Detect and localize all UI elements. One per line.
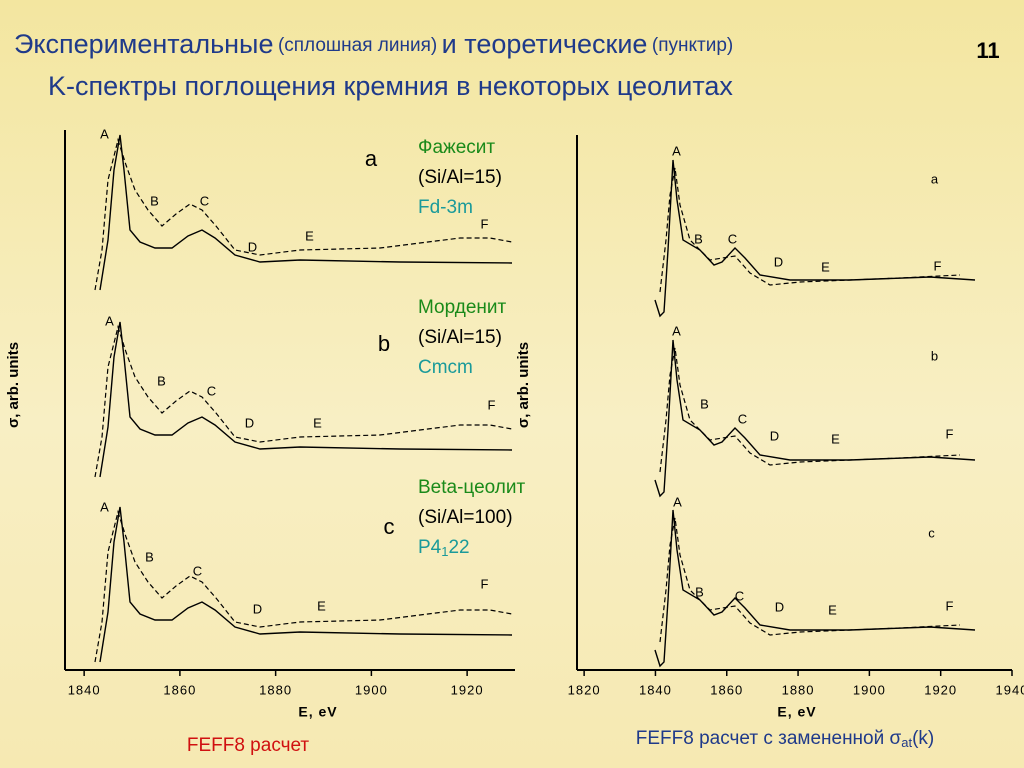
- peak-label: B: [694, 231, 704, 246]
- panel-letter: a: [365, 146, 379, 171]
- sample-group: Fd-3m: [418, 197, 473, 218]
- peak-label: B: [700, 396, 710, 411]
- x-tick-label: 1820: [568, 682, 601, 697]
- peak-label: E: [305, 228, 315, 243]
- y-axis-label: σ, arb. units: [5, 342, 22, 428]
- group-part: 1: [441, 544, 448, 559]
- y-axis-label: σ, arb. units: [515, 342, 532, 428]
- x-tick-label: 1860: [163, 682, 196, 697]
- peak-label: D: [245, 415, 255, 430]
- page-number: 11: [976, 38, 999, 63]
- peak-label: D: [248, 239, 258, 254]
- sample-name: Морденит: [418, 297, 506, 318]
- group-part: P4: [418, 537, 442, 558]
- x-tick-label: 1880: [782, 682, 815, 697]
- theory-curve: [94, 324, 513, 478]
- sample-name: Beta-цеолит: [418, 477, 525, 498]
- peak-label: A: [673, 494, 683, 509]
- experiment-curve: [654, 159, 976, 318]
- peak-label: A: [100, 499, 110, 514]
- peak-label: E: [831, 431, 841, 446]
- peak-label: F: [481, 576, 490, 591]
- peak-label: C: [728, 231, 738, 246]
- right-caption: FEFF8 расчет с замененной σat(k): [636, 728, 935, 750]
- peak-label: F: [481, 216, 490, 231]
- panel-letter: b: [378, 331, 392, 356]
- sample-name: Фажесит: [418, 137, 495, 158]
- title-line1: Экспериментальные (сплошная линия) и тео…: [14, 29, 733, 59]
- peak-label: C: [200, 193, 210, 208]
- sample-labels: Фажесит (Si/Al=15) Fd-3m Морденит (Si/Al=15)…: [418, 137, 525, 559]
- peak-label: C: [207, 383, 217, 398]
- panel-letter: b: [931, 348, 939, 363]
- peak-label: D: [770, 428, 780, 443]
- sample-group: P4122: [418, 537, 470, 559]
- theory-curve: [94, 509, 513, 663]
- sample-ratio: (Si/Al=100): [418, 507, 513, 528]
- experiment-curve: [99, 506, 513, 663]
- group-part: Fd-3m: [418, 197, 473, 218]
- peak-label: F: [946, 426, 955, 441]
- panel-letter: c: [928, 525, 936, 540]
- peak-label: A: [672, 323, 682, 338]
- experiment-curve: [99, 321, 513, 478]
- peak-label: B: [695, 584, 705, 599]
- left-caption: FEFF8 расчет: [187, 735, 310, 756]
- peak-label: B: [157, 373, 167, 388]
- theory-curve: [94, 137, 513, 291]
- x-tick-label: 1940: [996, 682, 1024, 697]
- peak-label: B: [145, 549, 155, 564]
- experiment-curve: [654, 509, 976, 668]
- peak-label: A: [100, 126, 110, 141]
- x-tick-label: 1900: [355, 682, 388, 697]
- x-tick-label: 1840: [68, 682, 101, 697]
- peak-label: E: [313, 415, 323, 430]
- theory-curve: [659, 517, 961, 643]
- panel-letter: a: [931, 171, 939, 186]
- peak-label: D: [775, 599, 785, 614]
- panel-letter: c: [384, 514, 397, 539]
- peak-label: F: [946, 598, 955, 613]
- peak-label: E: [821, 259, 831, 274]
- peak-label: C: [193, 563, 203, 578]
- peak-label: E: [317, 598, 327, 613]
- peak-label: E: [828, 602, 838, 617]
- x-tick-label: 1860: [710, 682, 743, 697]
- peak-label: C: [735, 588, 745, 603]
- x-tick-label: 1920: [451, 682, 484, 697]
- x-tick-label: 1840: [639, 682, 672, 697]
- peak-label: A: [672, 143, 682, 158]
- sample-group: Cmcm: [418, 357, 473, 378]
- experiment-curve: [99, 134, 513, 291]
- peak-label: F: [488, 397, 497, 412]
- theory-curve: [659, 167, 961, 293]
- peak-label: C: [738, 411, 748, 426]
- x-axis-label: E, eV: [298, 704, 337, 720]
- group-part: Cmcm: [418, 357, 473, 378]
- peak-label: B: [150, 193, 160, 208]
- title-line2: K-спектры поглощения кремния в некоторых…: [48, 71, 733, 101]
- peak-label: D: [253, 601, 263, 616]
- sample-ratio: (Si/Al=15): [418, 167, 502, 188]
- x-axis-label: E, eV: [777, 704, 816, 720]
- group-part: 22: [448, 537, 469, 558]
- sample-ratio: (Si/Al=15): [418, 327, 502, 348]
- experiment-curve: [654, 339, 976, 498]
- x-tick-label: 1900: [853, 682, 886, 697]
- x-tick-label: 1920: [924, 682, 957, 697]
- peak-label: A: [105, 313, 115, 328]
- peak-label: F: [934, 258, 943, 273]
- x-tick-label: 1880: [259, 682, 292, 697]
- peak-label: D: [774, 254, 784, 269]
